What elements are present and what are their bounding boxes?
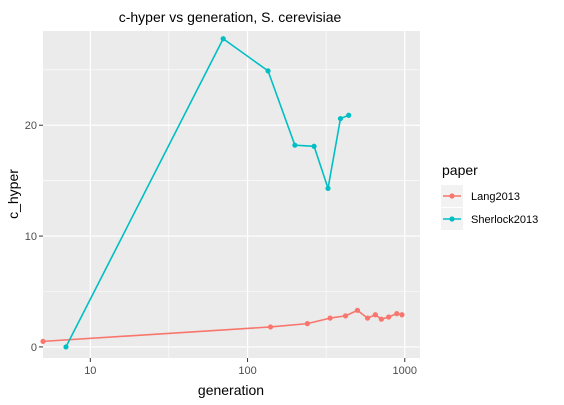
legend-label-lang2013: Lang2013 [471, 191, 520, 203]
series-layer [40, 36, 405, 350]
legend-key-point-sherlock2013 [449, 216, 455, 222]
series-line-sherlock2013 [65, 37, 350, 348]
data-point-lang2013 [364, 315, 371, 321]
data-point-sherlock2013 [346, 112, 352, 118]
data-point-lang2013 [267, 324, 274, 330]
data-point-sherlock2013 [292, 142, 298, 148]
data-point-sherlock2013 [337, 115, 344, 122]
data-point-sherlock2013 [265, 68, 271, 74]
plot-panel [43, 31, 420, 358]
data-point-sherlock2013 [325, 185, 331, 192]
axis-ticks: 10 100 1000 0 10 20 [25, 120, 417, 377]
data-point-lang2013 [378, 316, 384, 322]
x-axis-title: generation [198, 382, 264, 398]
x-tick-label: 10 [84, 365, 96, 377]
data-point-lang2013 [372, 312, 378, 318]
data-point-lang2013 [327, 315, 333, 321]
data-point-lang2013 [399, 312, 405, 318]
data-point-lang2013 [354, 307, 361, 313]
y-tick-label: 10 [25, 231, 37, 243]
x-tick-label: 100 [238, 365, 256, 377]
minor-gridlines [43, 31, 420, 358]
x-tick-label: 1000 [393, 365, 417, 377]
y-tick-label: 0 [31, 342, 37, 354]
chart-title: c-hyper vs generation, S. cerevisiae [119, 9, 342, 25]
legend-items: Lang2013 Sherlock2013 [441, 185, 538, 230]
data-point-sherlock2013 [311, 143, 317, 149]
legend-key-point-lang2013 [449, 193, 455, 199]
data-point-lang2013 [386, 314, 392, 320]
legend: paper Lang2013 Sherlock2013 [441, 162, 538, 230]
data-point-sherlock2013 [220, 36, 226, 42]
data-point-lang2013 [40, 338, 46, 344]
y-axis-title: c_hyper [5, 169, 21, 219]
data-point-lang2013 [304, 321, 310, 327]
y-tick-label: 20 [25, 120, 37, 132]
data-point-lang2013 [394, 311, 400, 317]
legend-label-sherlock2013: Sherlock2013 [471, 214, 538, 226]
major-gridlines [43, 31, 420, 358]
data-point-sherlock2013 [63, 344, 69, 350]
legend-title: paper [442, 162, 478, 178]
data-point-lang2013 [342, 313, 349, 319]
